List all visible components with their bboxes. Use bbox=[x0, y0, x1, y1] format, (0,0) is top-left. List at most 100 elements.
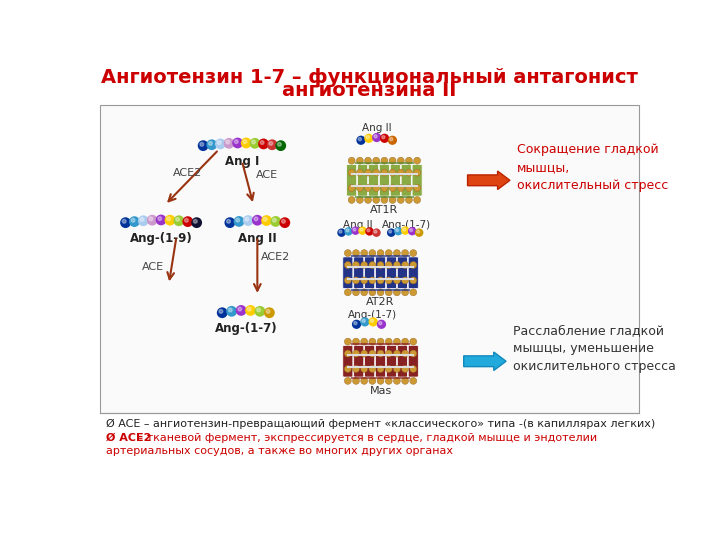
Circle shape bbox=[200, 143, 204, 146]
Circle shape bbox=[361, 289, 368, 296]
Text: артериальных сосудов, а также во многих других органах: артериальных сосудов, а также во многих … bbox=[106, 446, 453, 456]
Circle shape bbox=[226, 140, 230, 144]
FancyBboxPatch shape bbox=[397, 257, 408, 288]
Circle shape bbox=[364, 169, 372, 176]
Circle shape bbox=[264, 217, 267, 221]
Circle shape bbox=[374, 230, 377, 233]
Circle shape bbox=[408, 227, 416, 235]
Circle shape bbox=[394, 227, 402, 235]
Circle shape bbox=[243, 215, 253, 226]
Circle shape bbox=[255, 306, 266, 316]
Circle shape bbox=[215, 139, 226, 149]
Circle shape bbox=[388, 136, 397, 145]
Circle shape bbox=[167, 217, 171, 221]
Text: Mas: Mas bbox=[369, 386, 392, 396]
Circle shape bbox=[405, 169, 413, 176]
Circle shape bbox=[217, 141, 221, 145]
Circle shape bbox=[365, 227, 374, 235]
Circle shape bbox=[364, 197, 372, 204]
Circle shape bbox=[410, 350, 417, 357]
Circle shape bbox=[235, 140, 238, 144]
Circle shape bbox=[351, 226, 360, 235]
Circle shape bbox=[377, 366, 384, 373]
Circle shape bbox=[393, 289, 400, 296]
Circle shape bbox=[385, 377, 392, 384]
Circle shape bbox=[138, 215, 149, 226]
Circle shape bbox=[120, 217, 131, 228]
Circle shape bbox=[209, 141, 212, 145]
Circle shape bbox=[402, 249, 408, 256]
Circle shape bbox=[238, 307, 242, 311]
Circle shape bbox=[339, 230, 342, 233]
Text: Ang-(1-9): Ang-(1-9) bbox=[130, 232, 192, 245]
Text: Ø ACE2: Ø ACE2 bbox=[106, 433, 151, 443]
Circle shape bbox=[165, 215, 176, 226]
Circle shape bbox=[364, 134, 374, 143]
Circle shape bbox=[414, 157, 420, 164]
Circle shape bbox=[243, 140, 247, 144]
Circle shape bbox=[353, 350, 359, 357]
Circle shape bbox=[401, 226, 410, 235]
Text: Ангиотензин 1-7 – функциональный антагонист: Ангиотензин 1-7 – функциональный антагон… bbox=[101, 69, 637, 87]
Circle shape bbox=[198, 140, 209, 151]
Circle shape bbox=[270, 216, 281, 227]
Circle shape bbox=[353, 366, 359, 373]
Circle shape bbox=[245, 305, 256, 316]
Circle shape bbox=[374, 134, 377, 138]
Circle shape bbox=[410, 228, 413, 232]
Circle shape bbox=[252, 215, 263, 226]
FancyBboxPatch shape bbox=[376, 257, 385, 288]
Circle shape bbox=[353, 289, 359, 296]
Text: Ang II: Ang II bbox=[362, 123, 392, 133]
FancyBboxPatch shape bbox=[397, 346, 408, 377]
Circle shape bbox=[393, 249, 400, 256]
Circle shape bbox=[260, 141, 264, 145]
Circle shape bbox=[393, 377, 400, 384]
Circle shape bbox=[389, 185, 396, 192]
Circle shape bbox=[360, 318, 369, 327]
Circle shape bbox=[417, 230, 420, 233]
Circle shape bbox=[261, 215, 272, 226]
Circle shape bbox=[385, 289, 392, 296]
Circle shape bbox=[389, 157, 396, 164]
Circle shape bbox=[348, 197, 355, 204]
Circle shape bbox=[390, 138, 393, 141]
Circle shape bbox=[377, 320, 386, 329]
FancyBboxPatch shape bbox=[358, 165, 368, 196]
Circle shape bbox=[369, 289, 376, 296]
Circle shape bbox=[414, 197, 420, 204]
Text: ACE2: ACE2 bbox=[173, 167, 202, 178]
Circle shape bbox=[344, 261, 351, 268]
Circle shape bbox=[344, 350, 351, 357]
Circle shape bbox=[410, 377, 417, 384]
Circle shape bbox=[377, 377, 384, 384]
Circle shape bbox=[184, 218, 189, 222]
Text: AT2R: AT2R bbox=[366, 298, 395, 307]
Circle shape bbox=[373, 197, 379, 204]
Circle shape bbox=[233, 138, 243, 148]
Circle shape bbox=[405, 197, 413, 204]
FancyArrow shape bbox=[467, 171, 510, 190]
FancyBboxPatch shape bbox=[99, 105, 639, 413]
Circle shape bbox=[277, 143, 282, 146]
Circle shape bbox=[369, 366, 376, 373]
Circle shape bbox=[380, 134, 390, 143]
FancyBboxPatch shape bbox=[387, 257, 397, 288]
Circle shape bbox=[356, 169, 364, 176]
Circle shape bbox=[379, 321, 382, 325]
Circle shape bbox=[369, 377, 376, 384]
Circle shape bbox=[393, 277, 400, 284]
Circle shape bbox=[402, 366, 408, 373]
Circle shape bbox=[415, 228, 423, 237]
Circle shape bbox=[382, 136, 385, 139]
Circle shape bbox=[344, 227, 353, 235]
Circle shape bbox=[356, 136, 366, 145]
Circle shape bbox=[385, 366, 392, 373]
Circle shape bbox=[224, 138, 235, 148]
FancyBboxPatch shape bbox=[408, 257, 418, 288]
Circle shape bbox=[356, 197, 364, 204]
Circle shape bbox=[353, 249, 359, 256]
Circle shape bbox=[373, 169, 379, 176]
Circle shape bbox=[352, 320, 361, 329]
Circle shape bbox=[129, 216, 140, 227]
